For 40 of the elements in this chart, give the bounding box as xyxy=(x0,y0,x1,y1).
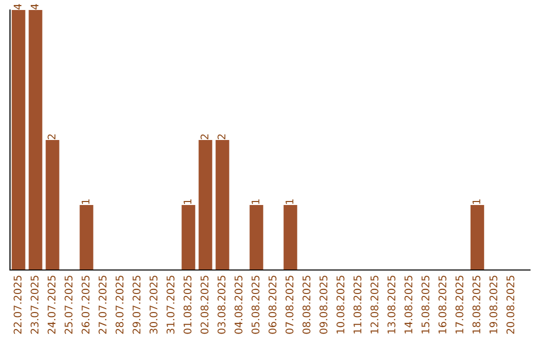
data-label: 4 xyxy=(30,4,38,10)
data-label: 1 xyxy=(184,199,192,204)
x-tick-label: 27.07.2025 xyxy=(98,276,106,334)
x-tick-label: 17.08.2025 xyxy=(455,276,464,334)
x-tick-label: 25.07.2025 xyxy=(64,276,72,334)
x-tick-label: 03.08.2025 xyxy=(218,276,226,334)
x-tick-label: 23.07.2025 xyxy=(30,276,39,334)
data-label: 1 xyxy=(252,199,260,204)
x-tick-label: 29.07.2025 xyxy=(132,276,140,334)
x-tick-label: 19.08.2025 xyxy=(489,276,498,334)
x-tick-label: 20.08.2025 xyxy=(506,276,514,334)
data-label: 2 xyxy=(200,134,208,140)
x-tick-label: 22.07.2025 xyxy=(14,276,22,334)
x-tick-label: 09.08.2025 xyxy=(320,276,328,334)
x-tick-label: 30.07.2025 xyxy=(150,276,158,334)
data-label: 1 xyxy=(82,199,90,204)
x-tick-label: 14.08.2025 xyxy=(404,276,412,334)
x-tick-label: 12.08.2025 xyxy=(370,276,378,334)
x-tick-label: 07.08.2025 xyxy=(286,276,294,334)
x-tick-label: 31.07.2025 xyxy=(166,276,174,334)
data-label: 1 xyxy=(286,199,294,204)
data-label: 1 xyxy=(472,199,480,204)
x-tick-label: 05.08.2025 xyxy=(252,276,260,334)
x-tick-label: 16.08.2025 xyxy=(438,276,446,334)
x-tick-label: 02.08.2025 xyxy=(200,276,208,334)
x-tick-label: 10.08.2025 xyxy=(336,276,344,334)
x-tick-label: 01.08.2025 xyxy=(184,276,192,334)
x-tick-label: 08.08.2025 xyxy=(302,276,310,334)
x-tick-label: 11.08.2025 xyxy=(354,276,362,334)
data-label: 2 xyxy=(48,134,56,140)
data-label: 4 xyxy=(14,4,22,10)
x-tick-label: 13.08.2025 xyxy=(387,276,396,334)
x-tick-label: 18.08.2025 xyxy=(472,276,480,334)
x-tick-label: 24.07.2025 xyxy=(48,276,56,334)
data-label: 2 xyxy=(218,134,226,140)
x-tick-label: 28.07.2025 xyxy=(116,276,124,334)
x-tick-label: 06.08.2025 xyxy=(268,276,276,334)
x-tick-label: 15.08.2025 xyxy=(421,276,430,334)
x-tick-label: 04.08.2025 xyxy=(234,276,242,334)
x-tick-label: 26.07.2025 xyxy=(82,276,90,334)
